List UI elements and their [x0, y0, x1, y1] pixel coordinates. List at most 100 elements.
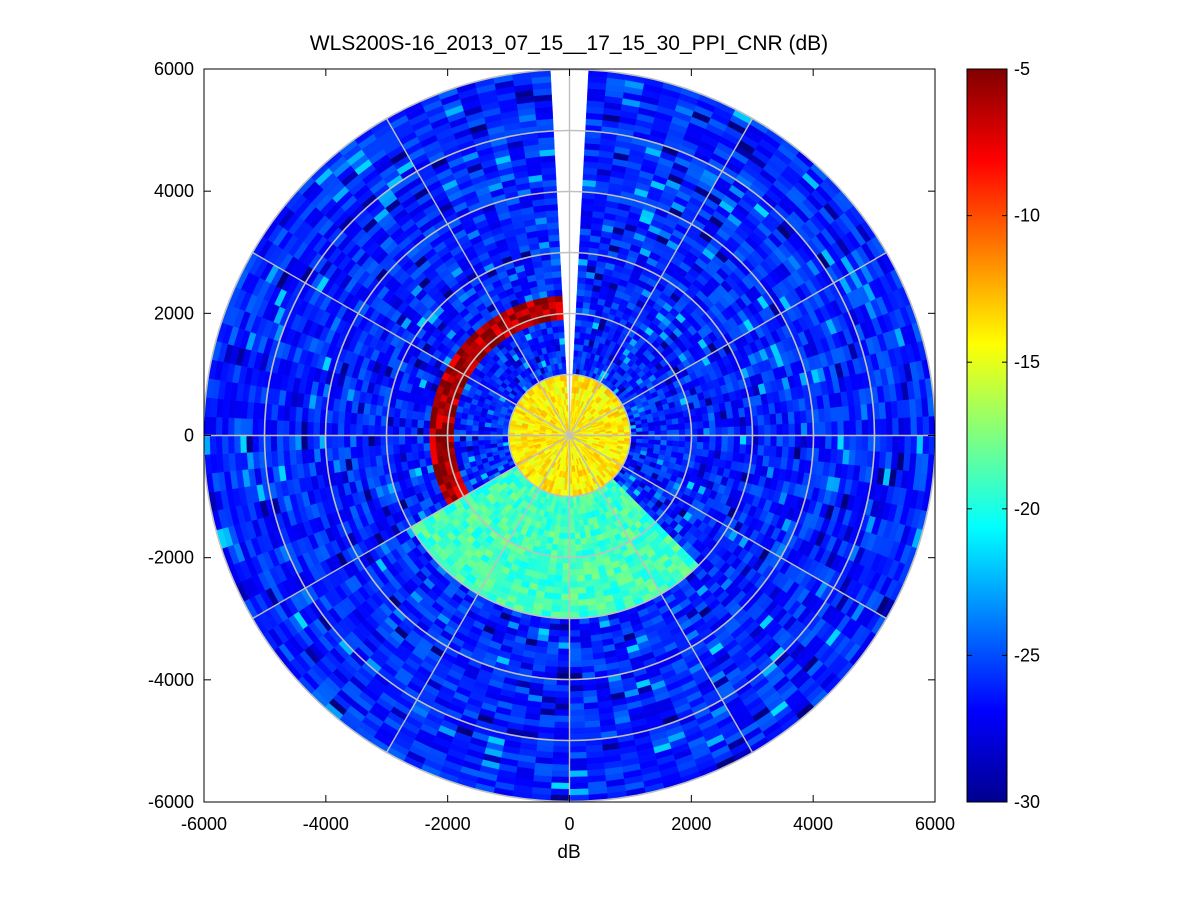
- heat-cell: [578, 605, 589, 613]
- cnr-heatmap: [204, 69, 935, 802]
- heat-cell: [558, 636, 570, 644]
- heat-cell: [580, 543, 588, 552]
- heat-cell: [544, 665, 558, 674]
- heat-cell: [879, 435, 887, 453]
- heat-cell: [837, 420, 845, 436]
- heat-cell: [775, 412, 783, 425]
- heat-cell: [800, 422, 808, 436]
- heat-cell: [794, 423, 802, 436]
- heat-cell: [576, 568, 585, 576]
- heat-cell: [547, 635, 560, 643]
- heat-cell: [582, 561, 591, 570]
- heat-cell: [697, 428, 704, 436]
- heat-cell: [576, 507, 583, 515]
- heat-cell: [825, 421, 833, 436]
- heat-cell: [843, 435, 851, 451]
- heat-cell: [739, 444, 747, 455]
- heat-cell: [577, 599, 588, 607]
- heat-cell: [739, 416, 747, 427]
- heat-cell: [569, 630, 581, 638]
- heat-cell: [904, 417, 912, 436]
- heat-cell: [583, 289, 593, 298]
- heat-cell: [548, 629, 560, 637]
- heat-cell: [787, 411, 796, 425]
- heat-cell: [709, 427, 717, 436]
- heat-cell: [641, 422, 649, 429]
- heat-cell: [739, 435, 747, 446]
- chart-title: WLS200S-16_2013_07_15__17_15_30_PPI_CNR …: [310, 32, 828, 55]
- heat-cell: [581, 665, 595, 674]
- heat-cell: [678, 435, 686, 442]
- heat-cell: [702, 420, 710, 429]
- heat-cell: [557, 544, 565, 552]
- heat-cell: [569, 654, 582, 662]
- heat-cell: [569, 752, 587, 760]
- heat-cell: [701, 413, 710, 422]
- heat-cell: [709, 435, 717, 444]
- heat-cell: [574, 319, 582, 327]
- heat-cell: [569, 648, 582, 656]
- heat-cell: [788, 435, 796, 448]
- heat-cell: [898, 417, 906, 436]
- heat-cell: [721, 435, 729, 445]
- heat-cell: [558, 630, 570, 638]
- heat-cell: [793, 411, 802, 424]
- heat-cell: [726, 418, 735, 428]
- heat-cell: [654, 425, 662, 432]
- heat-cell: [569, 544, 576, 552]
- heat-cell: [553, 727, 570, 735]
- heat-cell: [554, 568, 563, 576]
- heat-cell: [581, 197, 595, 206]
- heat-cell: [776, 435, 784, 447]
- heat-cell: [581, 203, 594, 212]
- heat-cell: [559, 605, 570, 613]
- heat-cell: [574, 532, 581, 540]
- heat-cell: [558, 642, 570, 650]
- heat-cell: [572, 501, 578, 509]
- heat-cell: [861, 419, 869, 436]
- heat-cell: [707, 412, 716, 422]
- heat-cell: [764, 435, 772, 447]
- heat-cell: [552, 745, 570, 753]
- heat-cell: [695, 414, 704, 423]
- heat-cell: [555, 685, 570, 692]
- heat-cell: [564, 520, 570, 528]
- heat-cell: [548, 623, 560, 631]
- heat-cell: [576, 289, 586, 297]
- heat-cell: [721, 426, 729, 436]
- heat-cell: [575, 562, 584, 570]
- heat-cell: [577, 270, 587, 279]
- heat-cell: [546, 647, 559, 656]
- heat-cell: [569, 520, 575, 528]
- heat-cell: [733, 443, 741, 454]
- heat-cell: [579, 531, 586, 539]
- heat-cell: [574, 331, 581, 339]
- heat-cell: [781, 412, 790, 425]
- heat-cell: [695, 448, 704, 457]
- heat-cell: [849, 420, 857, 436]
- heat-cell: [553, 721, 570, 729]
- heat-cell: [582, 690, 598, 698]
- heat-cell: [577, 276, 587, 285]
- heat-cell: [569, 569, 578, 577]
- heat-cell: [580, 653, 594, 662]
- heat-cell: [541, 690, 557, 698]
- heat-cell: [678, 423, 686, 431]
- heat-cell: [733, 417, 741, 428]
- heat-cell: [569, 575, 578, 583]
- heat-cell: [548, 561, 557, 570]
- heat-cell: [569, 685, 584, 692]
- heat-cell: [542, 683, 557, 692]
- heat-cell: [769, 445, 777, 458]
- heat-cell: [561, 575, 570, 583]
- heat-cell: [910, 435, 918, 454]
- heat-cell: [677, 446, 686, 454]
- heat-cell: [672, 435, 680, 442]
- heat-cell: [561, 569, 570, 577]
- heat-cell: [560, 587, 570, 595]
- heat-cell: [703, 427, 711, 436]
- heat-cell: [574, 337, 580, 345]
- heat-cell: [563, 544, 570, 552]
- heat-cell: [582, 683, 597, 692]
- heat-cell: [800, 435, 808, 449]
